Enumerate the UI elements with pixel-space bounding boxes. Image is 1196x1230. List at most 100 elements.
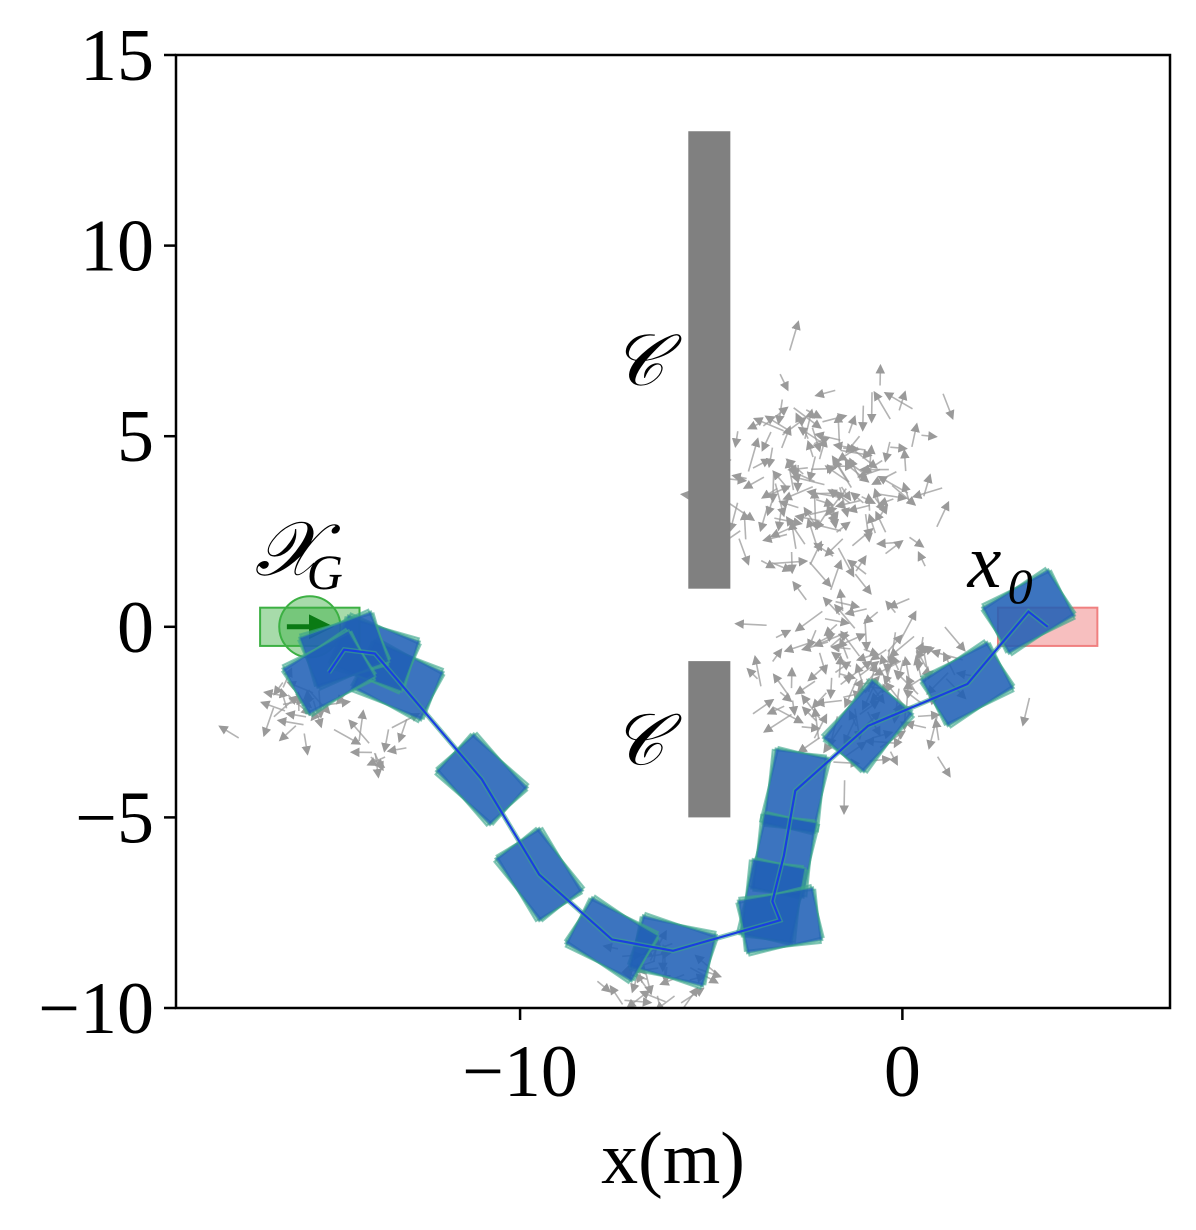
sample-arrow: [829, 559, 843, 591]
sample-arrow: [806, 456, 817, 482]
sample-arrow: [772, 470, 790, 490]
sample-arrow: [824, 617, 851, 627]
sample-arrow: [903, 679, 913, 708]
start-label: x: [967, 520, 1002, 604]
x-tick-label: 0: [884, 1031, 921, 1113]
sample-arrow: [901, 656, 912, 685]
sample-arrow: [285, 710, 307, 720]
sample-arrow: [630, 976, 640, 994]
sample-arrow: [807, 664, 827, 682]
sample-arrow: [788, 520, 798, 549]
sample-arrow: [919, 643, 929, 669]
sample-arrow: [751, 654, 762, 687]
sample-arrow: [850, 491, 864, 504]
sample-arrow: [843, 678, 858, 709]
sample-arrow: [727, 502, 739, 533]
sample-arrow: [763, 713, 792, 733]
obstacle-bar: [688, 661, 731, 818]
sample-arrow: [838, 637, 849, 659]
sample-arrow: [783, 642, 809, 654]
sample-arrow: [882, 441, 892, 463]
sample-arrow: [814, 697, 842, 708]
sample-arrow: [809, 540, 823, 565]
sample-arrow: [826, 677, 836, 700]
sample-arrow: [830, 631, 849, 648]
sample-arrow: [855, 652, 877, 663]
sample-arrow: [815, 497, 835, 507]
sample-arrow: [887, 598, 910, 609]
sample-arrow: [397, 718, 408, 744]
trajectory-line: [327, 610, 1049, 952]
sample-arrow: [752, 698, 775, 715]
y-tick-label: −5: [75, 777, 154, 859]
sample-arrow: [944, 626, 966, 652]
sample-arrow: [843, 458, 868, 476]
sample-arrow: [854, 573, 872, 595]
sample-arrow: [840, 674, 854, 686]
sample-arrow: [847, 414, 857, 434]
sample-arrow: [917, 710, 941, 721]
sample-arrow: [357, 709, 367, 742]
sample-arrow: [843, 443, 861, 454]
sample-arrow: [867, 513, 877, 534]
sample-arrow: [831, 651, 852, 668]
sample-arrow: [738, 538, 751, 566]
sample-arrow: [877, 475, 909, 494]
sample-arrow: [366, 756, 386, 766]
sample-arrow: [262, 707, 275, 738]
sample-arrow: [752, 458, 771, 469]
sample-arrow: [731, 431, 742, 448]
sample-arrow: [833, 458, 853, 488]
sample-arrow: [333, 728, 362, 745]
sample-arrow: [877, 496, 894, 506]
sample-arrow: [889, 751, 898, 766]
y-tick-label: 5: [117, 396, 154, 478]
sample-arrow: [381, 729, 391, 753]
sample-arrow: [847, 559, 867, 575]
sample-arrow: [942, 393, 955, 421]
sample-arrow: [866, 444, 876, 466]
sample-arrow: [861, 495, 877, 504]
sample-arrow: [792, 464, 803, 493]
sample-arrow: [792, 580, 807, 601]
sample-arrow: [883, 392, 913, 410]
sample-arrow: [854, 663, 864, 685]
sample-arrow: [932, 718, 942, 741]
sample-arrow: [803, 506, 816, 525]
sample-arrow: [875, 510, 887, 533]
sample-arrow: [902, 689, 922, 704]
y-tick-label: 10: [80, 206, 154, 288]
sample-arrow: [731, 472, 747, 482]
sample-arrow: [779, 691, 793, 703]
sample-arrow: [836, 588, 846, 612]
sample-arrow: [810, 488, 842, 499]
sample-arrow: [815, 510, 829, 531]
sample-arrow: [861, 459, 883, 474]
sample-arrow: [218, 725, 240, 739]
sample-arrow: [758, 505, 769, 533]
sample-arrow: [797, 737, 821, 754]
x-axis-title: x(m): [601, 1118, 745, 1200]
sample-arrow: [301, 733, 312, 756]
sample-arrow: [839, 780, 849, 816]
sample-arrow: [273, 682, 284, 696]
sample-arrow: [878, 492, 908, 502]
sample-arrow: [859, 660, 880, 677]
sample-arrow: [761, 431, 772, 452]
sample-arrow: [822, 413, 848, 423]
sample-arrow: [727, 501, 756, 521]
y-tick-label: 0: [117, 587, 154, 669]
sample-arrow: [834, 661, 852, 674]
sample-arrow: [260, 700, 286, 712]
sample-arrow: [263, 689, 286, 699]
sample-arrow: [746, 420, 762, 430]
sample-arrow: [923, 473, 933, 497]
sample-arrow: [742, 476, 765, 489]
sample-arrow: [775, 399, 785, 426]
sample-arrow: [276, 717, 304, 727]
sample-arrow: [386, 745, 407, 755]
sample-arrow: [861, 619, 872, 652]
sample-arrow: [936, 500, 950, 528]
sample-arrow: [747, 437, 761, 472]
